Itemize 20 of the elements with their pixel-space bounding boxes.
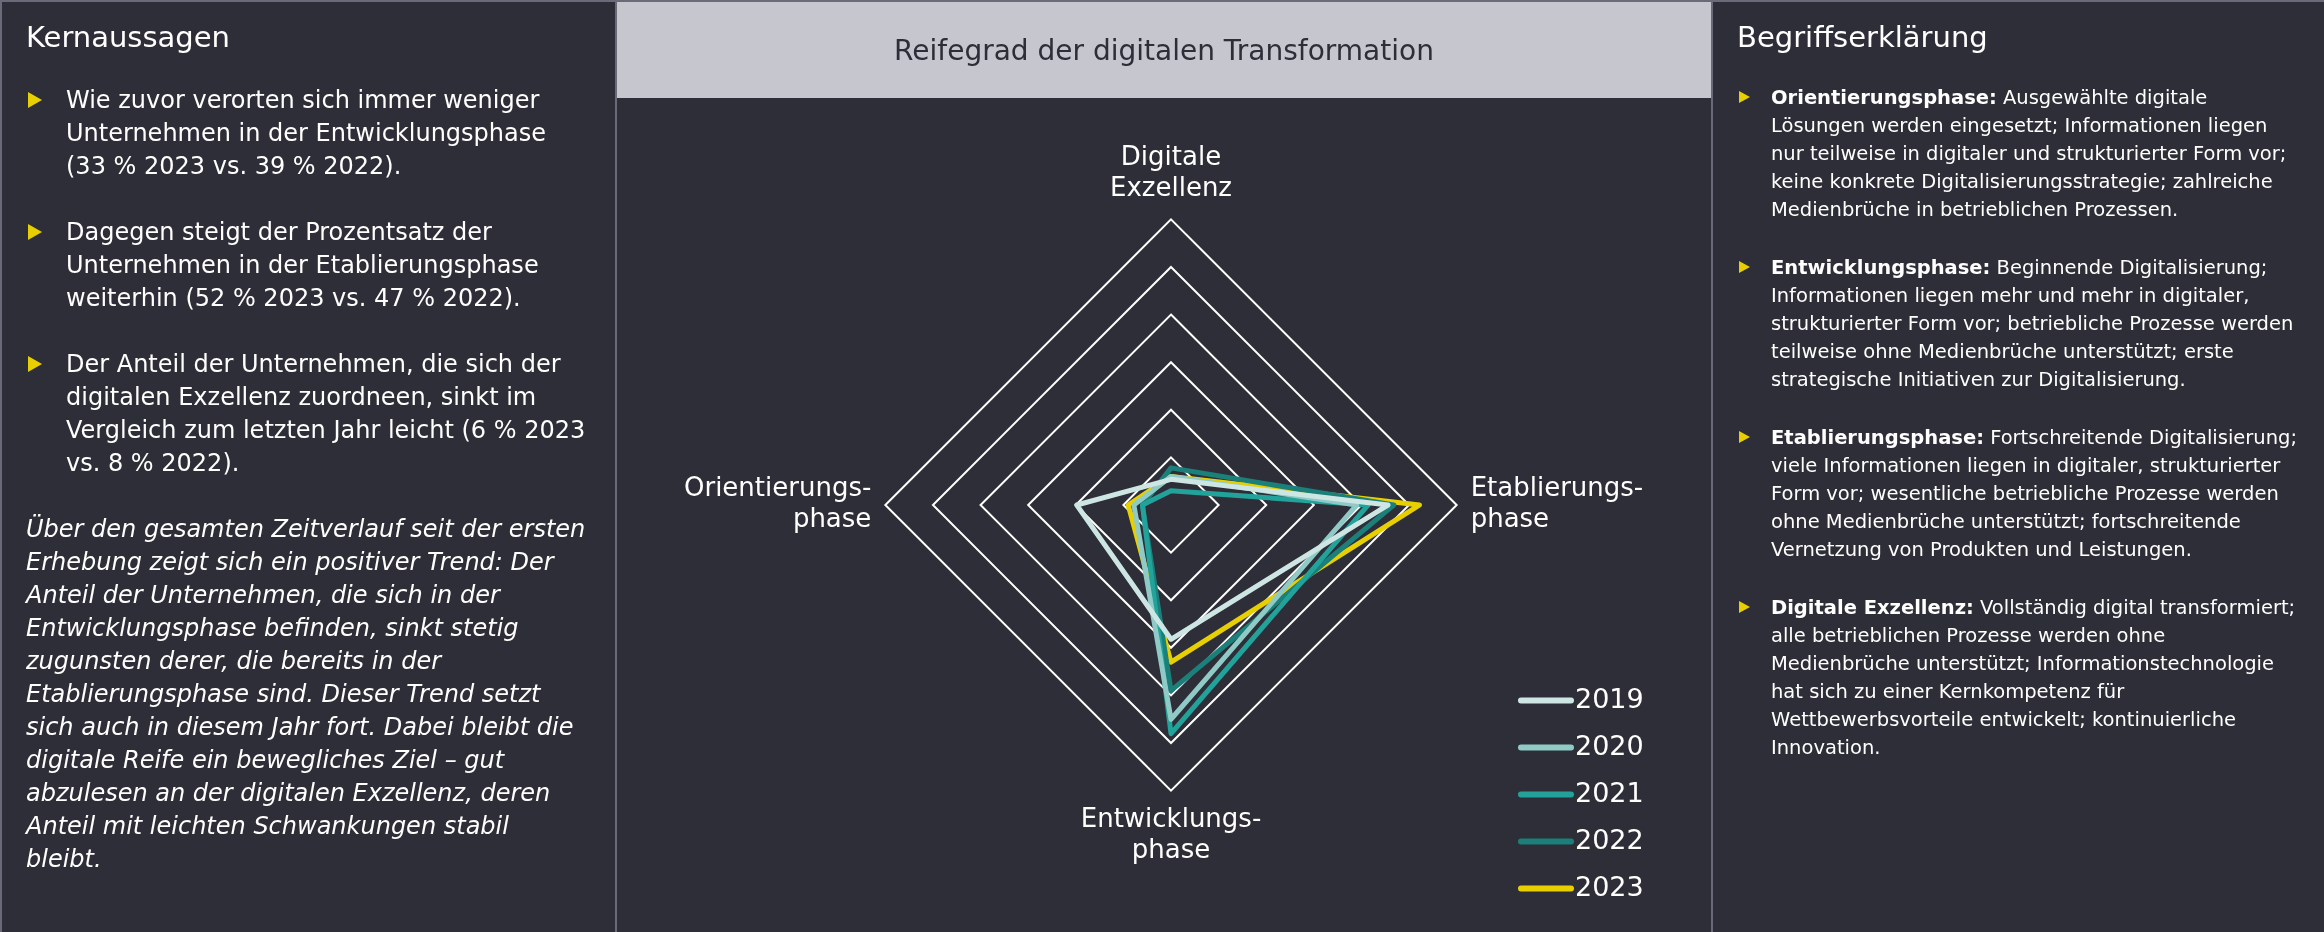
text: Digitale Exzellenz: Vollständig digital transformiert; alle betrieblichen Prozesse werden ohne Medienbrüche unterstützt; Informationstechnologie hat sich zu einer Kernkompetenz für Wettbewerbsvorteile entwickelt; kontinuierliche Innovation. (1771, 595, 2297, 761)
text: Begriffserklärung (1737, 20, 1989, 54)
text: Kernaussagen (26, 20, 231, 54)
text: Dagegen steigt der Prozentsatz der Unternehmen in der Etablierungsphase weiterhin (52 % 2023 vs. 47 % 2022). (66, 217, 540, 314)
spoke-label: Orientierungs- phase (683, 472, 872, 534)
chart-title: Reifegrad der digitalen Transformation (617, 2, 1711, 98)
legend-label: 2020 (1575, 729, 1644, 761)
text: Wie zuvor verorten sich immer weniger Unternehmen in der Entwicklungsphase (33 % 2023 vs. 39 % 2022). (66, 85, 547, 182)
text: Der Anteil der Unternehmen, die sich der digitalen Exzellenz zuordneen, sinkt im Vergleich zum letzten Jahr leicht (6 % 2023 vs. 8 % 2022). (66, 349, 587, 479)
spoke-label: Etablierungs- phase (1470, 472, 1644, 534)
text: Orientierungsphase: Ausgewählte digitale Lösungen werden eingesetzt; Informationen liegen nur teilweise in digitaler und strukturierter Form vor; keine konkrete Digitalisierungsstrategie; zahlreiche Medienbrüche in betrieblichen Prozessen. (1771, 85, 2288, 223)
legend-label: 2021 (1575, 776, 1644, 808)
legend-label: 2022 (1575, 823, 1644, 855)
text: Etablierungsphase: Fortschreitende Digitalisierung; viele Informationen liegen in digitaler, strukturierter Form vor; wesentliche betriebliche Prozesse werden ohne Medienbrüche unterstützt; fortschreitende Vernetzung von Produkten und Leistungen. (1771, 425, 2298, 563)
text: Entwicklungsphase: Beginnende Digitalisierung; Informationen liegen mehr und mehr in digitaler, strukturierter Form vor; betriebliche Prozesse werden teilweise ohne Medienbrüche unterstützt; erste strategische Initiativen zur Digitalisierung. (1771, 255, 2295, 393)
spoke-label: Entwicklungs- phase (1080, 803, 1262, 865)
text: Über den gesamten Zeitverlauf seit der ersten Erhebung zeigt sich ein positiver Trend: Der Anteil der Unternehmen, die sich in der Entwicklungsphase befinden, sinkt stetig zugunsten derer, die bereits in der Etablierungsphase sind. Dieser Trend setzt sich auch in diesem Jahr fort. Dabei bleibt die digitale Reife ein bewegliches Ziel – gut abzulesen an der digitalen Exzellenz, deren Anteil mit leichten Schwankungen stabil bleibt. (26, 515, 586, 873)
spoke-label: Digitale Exzellenz (1109, 141, 1233, 203)
legend-label: 2023 (1575, 870, 1644, 902)
legend-label: 2019 (1575, 682, 1644, 714)
